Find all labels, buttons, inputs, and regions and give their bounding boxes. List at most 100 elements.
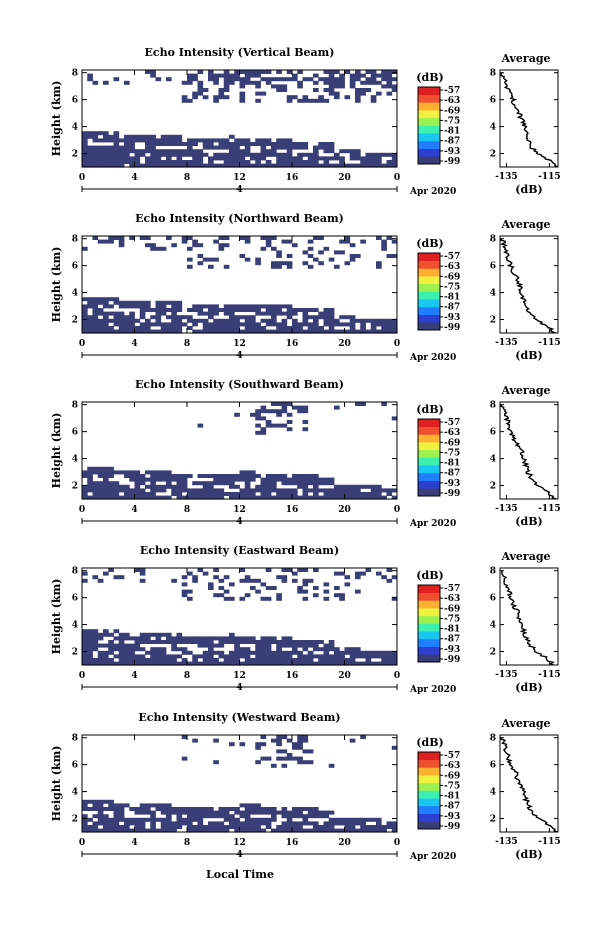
echo-cell bbox=[160, 650, 167, 655]
echo-cell bbox=[302, 647, 309, 652]
echo-cell bbox=[255, 156, 261, 161]
echo-cell bbox=[187, 160, 193, 164]
echo-cell bbox=[97, 329, 104, 334]
echo-cell bbox=[302, 661, 309, 666]
echo-cell bbox=[103, 131, 109, 136]
colorbar-segment bbox=[418, 638, 440, 647]
echo-cell bbox=[376, 322, 382, 327]
echo-cell bbox=[87, 329, 93, 334]
echo-cell bbox=[82, 488, 88, 493]
echo-cell bbox=[87, 636, 93, 641]
echo-cell bbox=[360, 828, 366, 833]
echo-cell bbox=[171, 163, 177, 168]
echo-cell bbox=[145, 810, 151, 815]
echo-cell bbox=[223, 73, 230, 78]
echo-cell bbox=[92, 636, 99, 641]
echo-cell bbox=[328, 163, 335, 168]
echo-cell bbox=[223, 243, 230, 248]
x-tick-label: 0 bbox=[79, 505, 85, 515]
echo-cell bbox=[129, 828, 135, 833]
echo-cell bbox=[281, 474, 288, 478]
echo-cell bbox=[250, 661, 256, 666]
echo-cell bbox=[244, 495, 251, 500]
echo-cell bbox=[108, 488, 114, 493]
echo-cell bbox=[192, 77, 198, 82]
echo-cell bbox=[260, 742, 267, 747]
echo-cell bbox=[344, 582, 351, 587]
echo-cell bbox=[255, 488, 261, 493]
echo-cell bbox=[103, 828, 109, 833]
colorbar-tick-label: -81 bbox=[444, 127, 460, 137]
echo-cell bbox=[313, 821, 319, 826]
echo-cell bbox=[181, 593, 188, 598]
profile-frame bbox=[499, 401, 559, 500]
echo-cell bbox=[260, 495, 267, 500]
echo-cell bbox=[260, 311, 267, 316]
colorbar-tick-label: -69 bbox=[444, 272, 460, 282]
echo-cell bbox=[313, 492, 319, 496]
echo-cell bbox=[271, 246, 277, 251]
echo-cell bbox=[176, 329, 183, 334]
echo-cell bbox=[255, 742, 261, 747]
echo-cell bbox=[281, 821, 288, 826]
echo-cell bbox=[197, 492, 204, 496]
echo-cell bbox=[87, 322, 93, 327]
echo-cell bbox=[103, 495, 109, 500]
echo-cell bbox=[307, 488, 314, 493]
echo-cell bbox=[202, 88, 209, 92]
echo-cell bbox=[339, 488, 345, 493]
echo-cell bbox=[244, 70, 251, 74]
echo-cell bbox=[234, 484, 240, 489]
echo-cell bbox=[281, 163, 288, 168]
echo-cell bbox=[255, 821, 261, 826]
colorbar-segment bbox=[418, 110, 440, 119]
echo-cell bbox=[323, 308, 330, 312]
echo-cell bbox=[197, 261, 204, 266]
echo-cell bbox=[239, 304, 246, 309]
echo-cell bbox=[244, 481, 251, 486]
echo-cell bbox=[176, 142, 183, 146]
echo-cell bbox=[250, 70, 256, 74]
echo-cell bbox=[192, 636, 198, 641]
echo-cell bbox=[134, 481, 141, 486]
echo-cell bbox=[360, 318, 366, 323]
echo-cell bbox=[302, 95, 309, 100]
echo-cell bbox=[255, 142, 261, 146]
echo-cell bbox=[187, 73, 193, 78]
echo-cell bbox=[281, 658, 288, 662]
echo-cell bbox=[197, 817, 204, 822]
echo-cell bbox=[292, 647, 298, 652]
echo-cell bbox=[181, 98, 188, 103]
echo-cell bbox=[360, 821, 366, 826]
echo-cell bbox=[176, 474, 183, 478]
echo-cell bbox=[92, 160, 99, 164]
echo-cell bbox=[250, 650, 256, 655]
colorbar-frame bbox=[417, 418, 441, 497]
echo-cell bbox=[260, 477, 267, 482]
echo-cell bbox=[244, 326, 251, 330]
echo-cell bbox=[197, 304, 204, 309]
echo-cell bbox=[271, 586, 277, 590]
echo-cell bbox=[360, 654, 366, 659]
colorbar-tick-label: -75 bbox=[444, 781, 460, 791]
echo-cell bbox=[108, 650, 114, 655]
echo-cell bbox=[171, 636, 177, 641]
echo-cell bbox=[386, 568, 393, 572]
echo-cell bbox=[208, 308, 214, 312]
echo-cell bbox=[181, 636, 188, 641]
echo-cell bbox=[202, 643, 209, 648]
echo-cell bbox=[292, 650, 298, 655]
echo-cell bbox=[302, 152, 309, 157]
echo-cell bbox=[302, 477, 309, 482]
profile-x-axis-title: (dB) bbox=[515, 681, 542, 694]
echo-cell bbox=[349, 326, 356, 330]
echo-cell bbox=[97, 643, 104, 648]
colorbar-segment bbox=[418, 759, 440, 768]
profile-x-tick-label: -115 bbox=[538, 504, 561, 514]
echo-cell bbox=[307, 650, 314, 655]
echo-cell bbox=[265, 80, 272, 85]
echo-cell bbox=[328, 257, 335, 262]
echo-cell bbox=[208, 163, 214, 168]
echo-cell bbox=[108, 311, 114, 316]
echo-cell bbox=[223, 264, 230, 269]
